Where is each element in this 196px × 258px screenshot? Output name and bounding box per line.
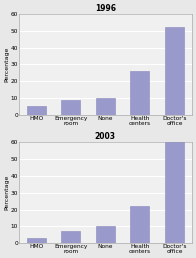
Bar [165,27,184,115]
Y-axis label: Percentage: Percentage [4,47,9,82]
Bar [130,71,149,115]
Y-axis label: Percentage: Percentage [4,175,9,210]
Bar [96,226,115,243]
Bar [130,206,149,243]
Bar [27,107,46,115]
Bar [61,231,80,243]
Bar [61,100,80,115]
Title: 2003: 2003 [95,132,116,141]
Bar [96,98,115,115]
Bar [27,238,46,243]
Bar [165,142,184,243]
Title: 1996: 1996 [95,4,116,13]
